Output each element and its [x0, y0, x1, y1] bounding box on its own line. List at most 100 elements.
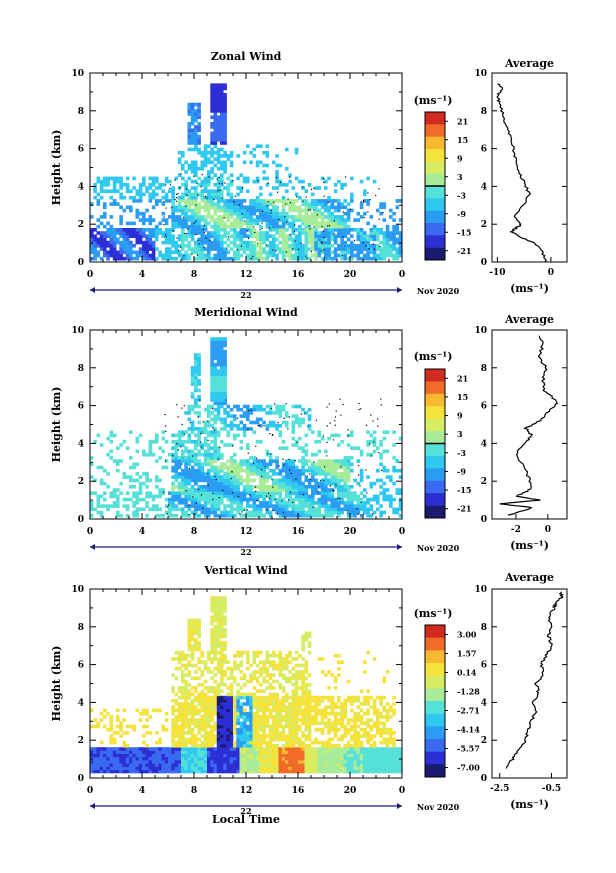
contour-dot	[184, 232, 186, 235]
heatmap-cell	[294, 494, 299, 499]
heatmap-cell	[223, 609, 227, 613]
contour-dot	[231, 471, 233, 473]
heatmap-cell	[151, 750, 156, 754]
heatmap-cell	[194, 147, 198, 152]
heatmap-cell	[275, 186, 279, 190]
heatmap-cell	[213, 247, 218, 251]
heatmap-cell	[275, 205, 279, 210]
heatmap-cell	[346, 218, 351, 222]
heatmap-cell	[392, 237, 396, 242]
heatmap-cell	[294, 228, 299, 232]
heatmap-cell	[197, 766, 201, 771]
heatmap-cell	[138, 760, 143, 764]
heatmap-cell	[200, 705, 205, 709]
heatmap-cell	[187, 634, 192, 639]
heatmap-cell	[184, 199, 188, 203]
heatmap-cell	[275, 481, 279, 486]
heatmap-cell	[93, 440, 97, 444]
heatmap-cell	[229, 731, 234, 735]
heatmap-cell	[181, 485, 185, 489]
heatmap-cell	[223, 199, 227, 203]
contour-dot	[276, 176, 278, 178]
heatmap-cell	[187, 192, 192, 197]
contour-dot	[165, 234, 167, 236]
heatmap-cell	[382, 231, 387, 235]
heatmap-cell	[177, 766, 182, 771]
heatmap-cell	[298, 250, 302, 255]
heatmap-cell	[301, 491, 305, 495]
heatmap-cell	[363, 488, 367, 492]
average-profile-line	[499, 335, 559, 516]
contour-dot	[200, 432, 202, 435]
heatmap-cell	[171, 208, 175, 213]
heatmap-cell	[327, 215, 331, 219]
x-tick-label: 4	[139, 527, 145, 537]
heatmap-cell	[265, 224, 270, 229]
heatmap-cell	[265, 472, 270, 476]
heatmap-cell	[197, 356, 201, 361]
heatmap-cell	[246, 488, 250, 492]
heatmap-cell	[210, 346, 214, 351]
heatmap-cell	[119, 244, 123, 248]
heatmap-cell	[213, 705, 218, 709]
contour-dot	[183, 405, 185, 407]
contour-dot	[164, 414, 166, 416]
heatmap-cell	[203, 731, 208, 735]
heatmap-cell	[259, 501, 263, 505]
heatmap-cell	[216, 256, 221, 261]
heatmap-cell	[223, 737, 227, 742]
heatmap-cell	[223, 423, 227, 428]
heatmap-cell	[155, 766, 159, 771]
heatmap-cell	[200, 478, 205, 483]
heatmap-cell	[346, 501, 351, 505]
heatmap-cell	[125, 247, 130, 251]
heatmap-cell	[210, 215, 214, 219]
contour-dot	[313, 209, 315, 211]
heatmap-cell	[350, 228, 354, 232]
contour-dot	[221, 197, 223, 199]
heatmap-cell	[207, 420, 211, 425]
heatmap-cell	[187, 740, 192, 745]
heatmap-cell	[327, 218, 331, 222]
heatmap-cell	[177, 731, 182, 735]
contour-dot	[206, 197, 208, 199]
heatmap-cell	[158, 183, 162, 187]
contour-dot	[278, 218, 280, 220]
contour-dot	[172, 230, 174, 232]
heatmap-cell	[220, 138, 224, 142]
heatmap-cell	[213, 459, 218, 463]
heatmap-cell	[320, 481, 325, 486]
heatmap-cell	[262, 504, 266, 508]
heatmap-cell	[382, 497, 387, 502]
heatmap-cell	[252, 218, 257, 222]
heatmap-cell	[220, 744, 224, 748]
heatmap-cell	[213, 356, 218, 361]
heatmap-cell	[203, 666, 208, 671]
heatmap-cell	[210, 478, 214, 483]
heatmap-cell	[398, 253, 403, 258]
heatmap-cell	[223, 166, 227, 171]
heatmap-cell	[216, 497, 221, 502]
heatmap-cell	[171, 199, 175, 203]
heatmap-cell	[249, 462, 253, 467]
heatmap-cell	[125, 769, 130, 774]
colorbar-swatch	[425, 489, 445, 494]
heatmap-cell	[197, 109, 201, 113]
heatmap-cell	[242, 427, 247, 431]
heatmap-cell	[207, 179, 211, 184]
heatmap-cell	[317, 237, 322, 242]
heatmap-cell	[275, 218, 279, 222]
heatmap-cell	[262, 215, 266, 219]
heatmap-cell	[307, 497, 312, 502]
heatmap-cell	[317, 510, 322, 515]
heatmap-cell	[119, 250, 123, 255]
heatmap-cell	[275, 256, 279, 261]
heatmap-cell	[210, 430, 214, 434]
heatmap-cell	[103, 504, 107, 508]
heatmap-cell	[268, 199, 273, 203]
y-tick-label: 4	[78, 439, 84, 449]
heatmap-cell	[194, 366, 198, 370]
contour-dot	[236, 417, 239, 419]
heatmap-cell	[252, 256, 257, 261]
heatmap-cell	[346, 244, 351, 248]
